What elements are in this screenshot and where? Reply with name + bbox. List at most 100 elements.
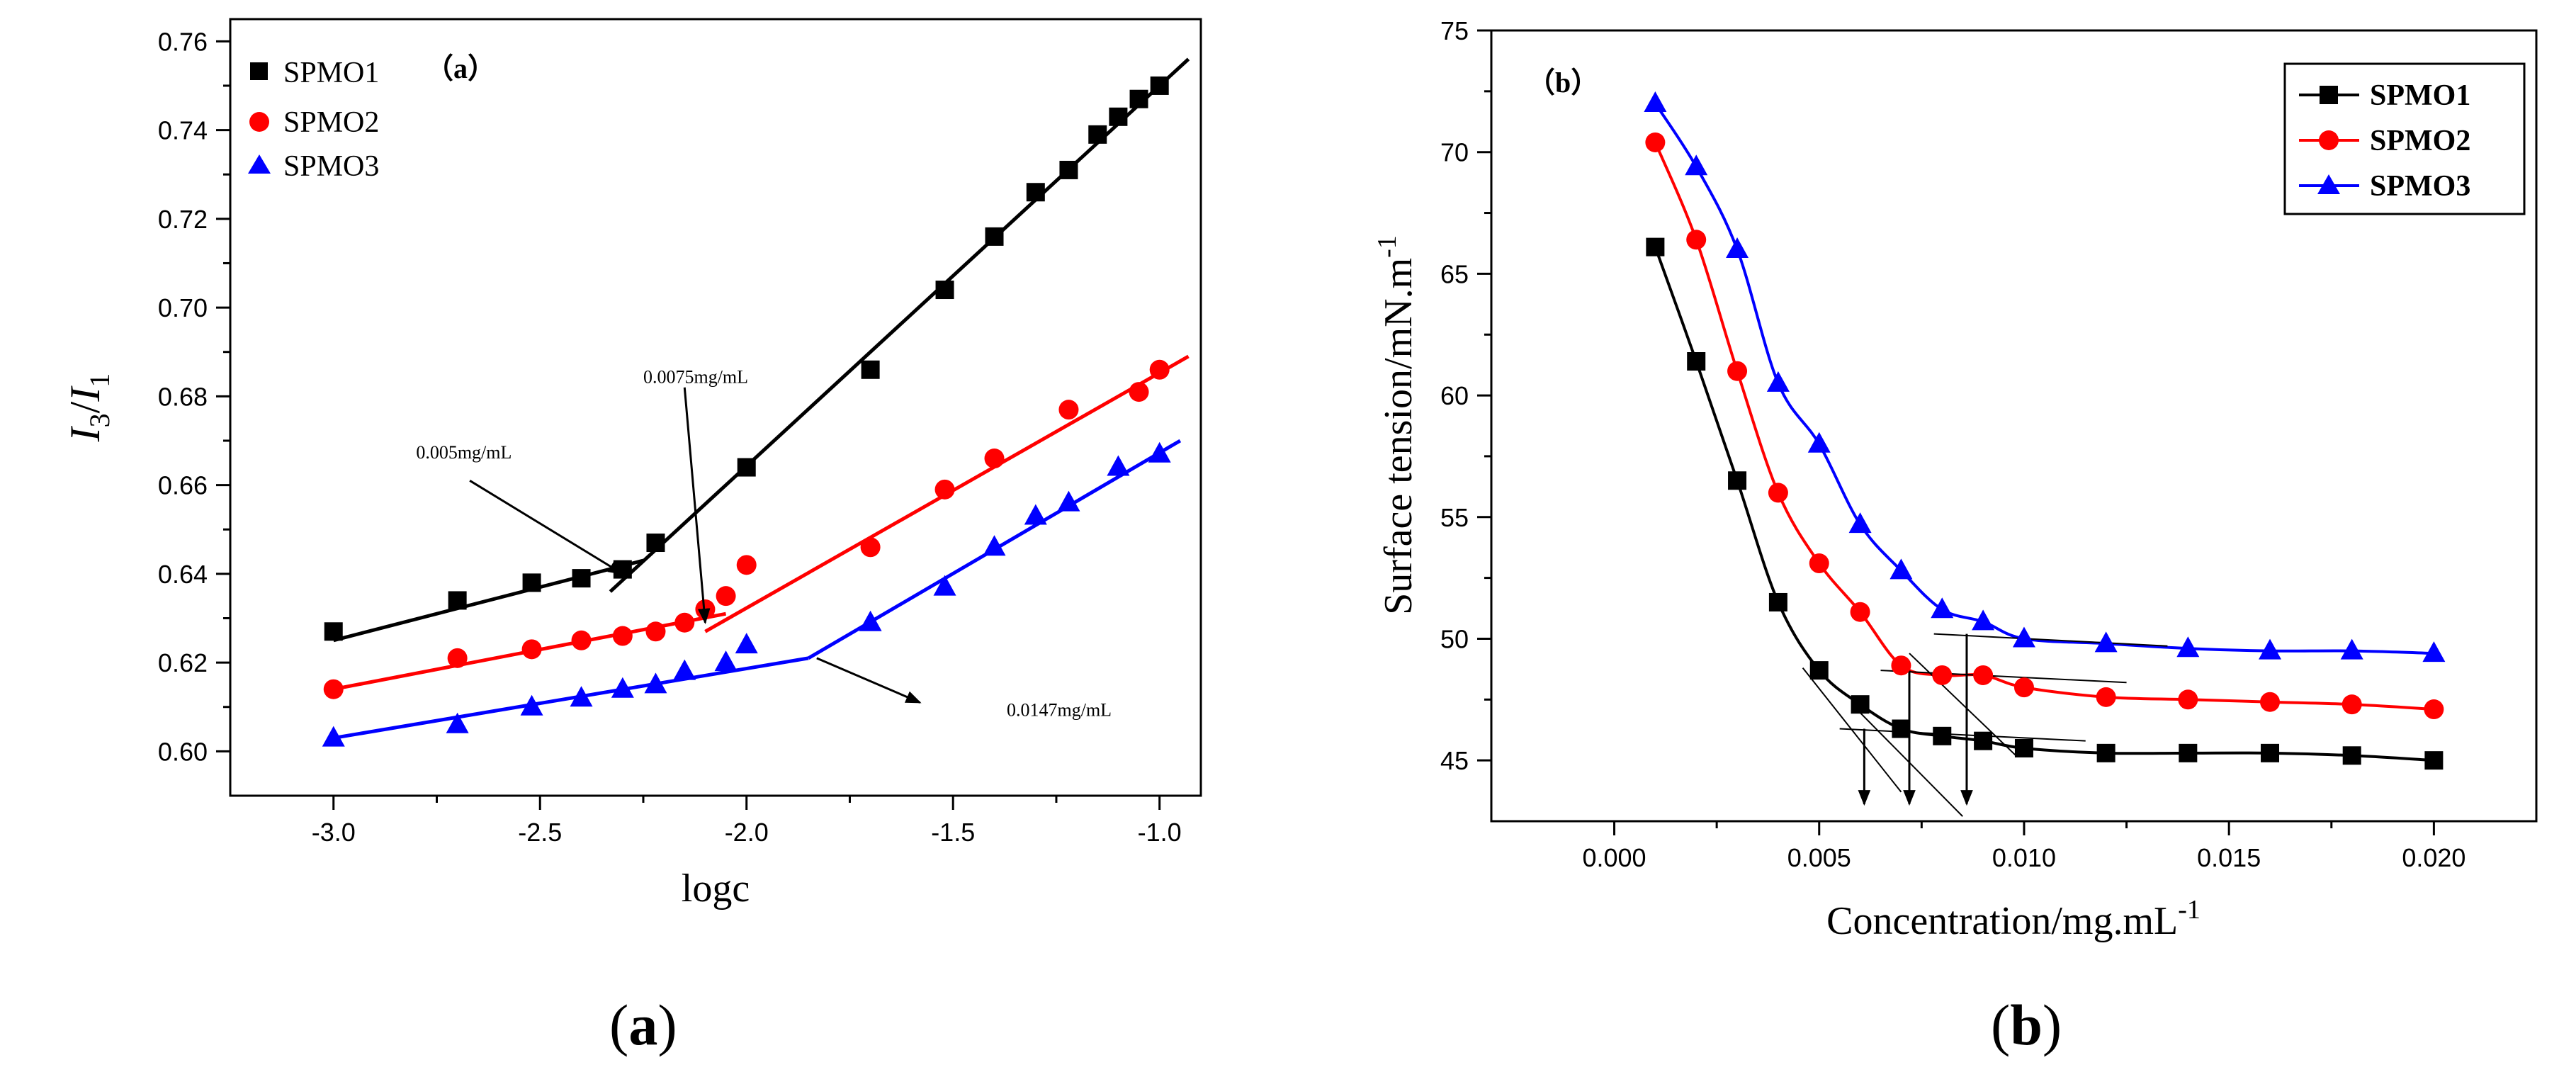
data-point-spmo1 [448,591,467,610]
data-point-spmo2 [860,537,881,558]
chart-a-y-tick-label: 0.60 [158,737,208,766]
chart-b-y-label-main: Surface tension/mN.m [1377,258,1420,615]
legend-label-spmo2: SPMO2 [283,106,379,139]
tangent-line [1839,728,2086,742]
data-point-spmo1 [2342,746,2361,765]
chart-b-x-label: Concentration/mg.mL-1 [1826,895,2201,943]
data-point-spmo3 [2259,638,2282,660]
data-point-spmo3 [1766,371,1790,392]
data-point-spmo3 [1848,512,1872,534]
legend-symbol-spmo2 [2319,130,2339,150]
data-point-spmo1 [1851,695,1870,714]
chart-a-ticks: -3.0 -2.5 -2.0 -1.5 -1.0 0.60 0.62 0.64 0.66 0.68… [158,27,1182,847]
data-point-spmo3 [611,677,634,698]
chart-b-legend: SPMO1 SPMO2 SPMO3 [2283,62,2526,215]
annotation-arrow [683,387,711,624]
data-point-spmo2 [1768,483,1788,503]
series-line-spmo1 [1654,246,2434,762]
caption-b-letter: b [2010,993,2043,1057]
chart-b-x-tick-label: 0.015 [2197,843,2261,872]
chart-b-y-label: Surface tension/mN.m-1 [1372,235,1420,615]
data-point-spmo3 [933,575,956,596]
data-point-spmo2 [571,630,592,650]
data-point-spmo1 [1059,160,1078,179]
legend-symbol-spmo1 [250,62,268,80]
data-point-spmo3 [735,633,758,654]
data-point-spmo2 [2013,677,2034,698]
legend-symbol-spmo1 [2320,86,2338,104]
chart-b-x-label-main: Concentration/mg.mL [1826,899,2178,943]
legend-symbol-spmo3 [2317,174,2340,194]
data-point-spmo1 [935,281,954,300]
chart-a-frame [229,18,1202,797]
data-point-spmo1 [2261,743,2280,762]
chart-a-annotations: 0.005mg/mL 0.0075mg/mL 0.0147mg/mL [416,367,1112,721]
chart-b-x-tick-label: 0.020 [2402,843,2465,872]
chart-a: -3.0 -2.5 -2.0 -1.5 -1.0 0.60 0.62 0.64 0.66 0.68… [62,18,1202,910]
chart-a-x-tick-label: -1.0 [1138,818,1182,847]
legend-label-spmo1: SPMO1 [283,57,379,89]
chart-b-y-tick-label: 50 [1440,624,1469,653]
data-point-spmo1 [2424,751,2444,770]
legend-label-spmo2: SPMO2 [2370,125,2470,157]
data-point-spmo3 [1148,441,1171,463]
chart-a-x-tick-label: -2.5 [518,818,562,847]
data-point-spmo1 [1026,183,1045,202]
tangent-line [1851,704,1963,817]
chart-b-y-tick-label: 55 [1440,503,1469,532]
legend-label-spmo3: SPMO3 [2370,170,2470,203]
chart-a-y-tick-label: 0.64 [158,560,208,589]
data-point-spmo2 [2341,694,2362,715]
data-point-spmo3 [1931,597,1954,619]
chart-a-x-tick-label: -2.0 [725,818,769,847]
caption-b-open: ( [1991,993,2011,1057]
chart-a-y-tick-label: 0.66 [158,471,208,500]
chart-a-x-tick-label: -3.0 [312,818,356,847]
chart-b-markers [1644,91,2446,770]
data-point-spmo1 [1768,592,1787,611]
data-point-spmo1 [522,573,541,592]
data-point-spmo1 [2179,743,2198,762]
data-point-spmo3 [1972,609,1995,631]
data-point-spmo1 [737,458,756,477]
caption-a-letter: a [628,993,658,1057]
chart-a-y-tick-label: 0.76 [158,27,208,56]
caption-b-close: ) [2042,993,2062,1057]
data-point-spmo3 [570,686,593,707]
caption-b: (b) [1991,992,2062,1059]
chart-b-x-tick-label: 0.010 [1992,843,2056,872]
chart-a-x-tick-label: -1.5 [931,818,975,847]
fit-line-spmo1 [333,558,644,643]
data-point-spmo3 [1889,558,1913,580]
data-point-spmo2 [1850,602,1870,622]
caption-a: (a) [609,992,677,1059]
data-point-spmo1 [1150,76,1169,95]
data-point-spmo1 [1809,661,1829,680]
chart-b-x-label-sup: -1 [2178,895,2201,925]
chart-b-y-tick-label: 65 [1440,259,1469,288]
data-point-spmo3 [983,535,1006,556]
chart-a-y-tick-label: 0.70 [158,293,208,322]
data-point-spmo1 [1088,125,1107,144]
caption-a-close: ) [657,993,677,1057]
chart-a-y-tick-label: 0.74 [158,116,208,145]
data-point-spmo2 [1149,359,1170,380]
chart-b-y-tick-label: 75 [1440,16,1469,45]
chart-b-x-tick-label: 0.005 [1787,843,1851,872]
data-point-spmo2 [716,586,736,607]
data-point-spmo1 [1974,731,1993,750]
chart-a-x-label: logc [682,867,750,910]
legend-symbol-spmo3 [248,154,271,174]
data-point-spmo3 [859,610,882,631]
data-point-spmo2 [2424,699,2444,720]
data-point-spmo1 [985,227,1004,246]
data-point-spmo2 [1932,665,1953,685]
data-point-spmo2 [1645,132,1666,152]
data-point-spmo3 [1644,91,1667,113]
chart-b-tangent-lines [1802,633,2168,817]
chart-a-y-label: I3/I1 [62,373,115,443]
data-point-spmo2 [1891,655,1911,676]
data-point-spmo2 [1809,553,1829,574]
annotation-label: 0.0075mg/mL [643,367,748,388]
